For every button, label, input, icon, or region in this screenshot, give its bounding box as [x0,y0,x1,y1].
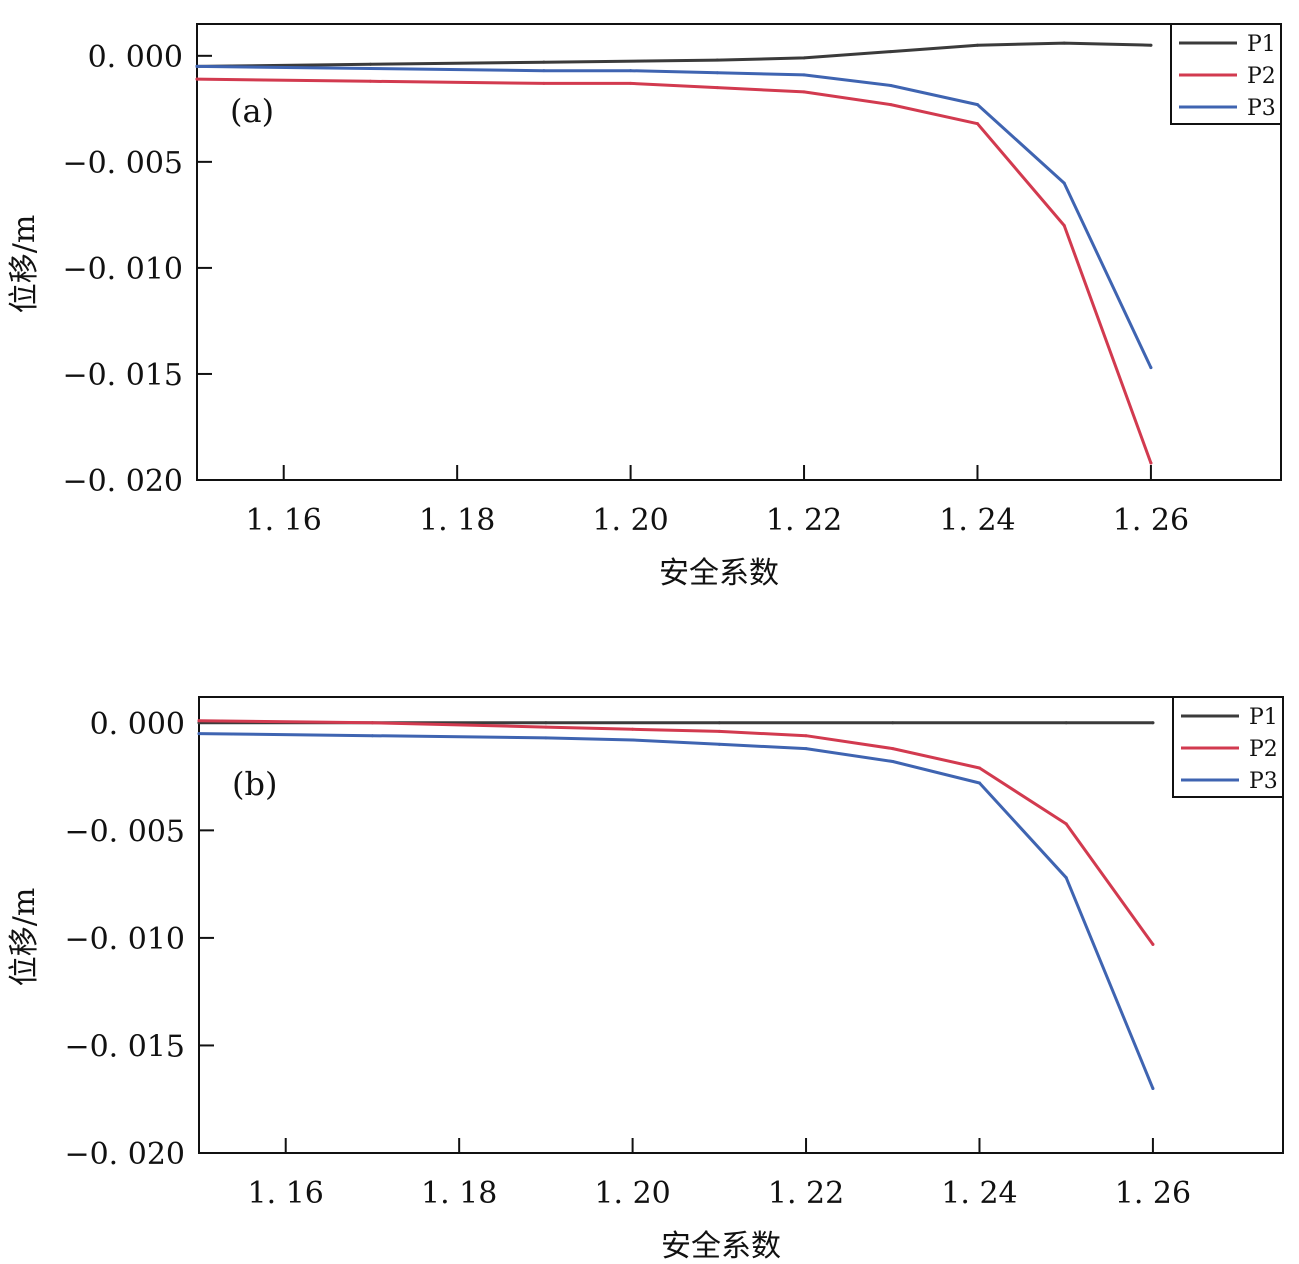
data-point-p3 [629,69,633,73]
data-point-p2 [195,77,199,81]
y-tick-label: −0. 010 [64,922,185,957]
data-point-p3 [544,736,548,740]
plot-frame [196,23,1282,481]
data-point-p3 [631,738,635,742]
x-tick-label: 1. 16 [246,503,322,538]
legend-label-p1: P1 [1247,32,1276,57]
data-point-p3 [542,69,546,73]
data-point-p2 [804,734,808,738]
data-point-p3 [804,747,808,751]
legend-label-p2: P2 [1249,737,1278,762]
data-point-p2 [1151,942,1155,946]
data-point-p1 [1149,43,1153,47]
data-point-p2 [717,729,721,733]
x-tick-label: 1. 16 [248,1176,324,1211]
data-point-p2 [368,79,372,83]
x-tick-label: 1. 26 [1115,1176,1191,1211]
x-tick-label: 1. 18 [419,503,495,538]
chart-panel-a: 1. 16 1. 18 1. 20 1. 22 1. 24 1. 26 0. 000 −0. … [7,23,1282,591]
chart-panel-b: 1. 16 1. 18 1. 20 1. 22 1. 24 1. 26 0. 000 −0. … [7,696,1284,1264]
data-point-p2 [542,81,546,85]
series-line-p2 [197,719,1155,946]
data-point-p2 [802,90,806,94]
data-point-p1 [889,50,893,54]
y-tick-label: −0. 015 [62,358,183,393]
data-point-p3 [889,84,893,88]
x-tick-label: 1. 18 [421,1176,497,1211]
data-point-p2 [197,719,201,723]
y-axis-title: 位移/m [7,888,42,987]
data-point-p1 [715,58,719,62]
x-tick-label: 1. 26 [1113,503,1189,538]
data-point-p1 [717,721,721,725]
data-point-p3 [975,103,979,107]
legend-label-p3: P3 [1247,96,1276,121]
series-line-p2 [195,77,1153,465]
data-point-p3 [717,742,721,746]
data-point-p1 [1064,721,1068,725]
plot-frame [198,696,1284,1154]
data-point-p3 [1151,1086,1155,1090]
data-point-p2 [975,122,979,126]
data-point-p2 [629,81,633,85]
data-point-p2 [891,747,895,751]
data-point-p2 [715,86,719,90]
series-line-p3 [197,732,1155,1090]
data-point-p2 [631,727,635,731]
data-point-p1 [975,43,979,47]
data-point-p3 [1062,181,1066,185]
data-point-p1 [368,62,372,66]
x-tick-label: 1. 22 [766,503,842,538]
x-axis-title: 安全系数 [661,1229,781,1260]
data-point-p1 [542,60,546,64]
y-tick-label: −0. 015 [64,1029,185,1064]
data-point-p1 [1151,721,1155,725]
y-tick-label: −0. 020 [62,464,183,499]
y-tick-label: 0. 000 [90,707,185,742]
data-point-p3 [1064,876,1068,880]
data-point-p3 [195,64,199,68]
x-tick-label: 1. 24 [939,503,1015,538]
x-tick-label: 1. 20 [592,503,668,538]
panel-label: (b) [232,765,277,803]
y-axis-title: 位移/m [7,215,42,314]
series-line-p3 [195,64,1153,370]
data-point-p3 [368,67,372,71]
y-tick-label: −0. 020 [64,1137,185,1172]
data-point-p2 [889,103,893,107]
x-tick-label: 1. 20 [594,1176,670,1211]
y-tick-label: 0. 000 [88,40,183,75]
y-tick-label: −0. 005 [62,146,183,181]
data-point-p3 [891,760,895,764]
data-point-p3 [977,781,981,785]
x-tick-label: 1. 22 [768,1176,844,1211]
y-tick-label: −0. 010 [62,252,183,287]
data-point-p3 [802,73,806,77]
legend-label-p3: P3 [1249,769,1278,794]
data-point-p2 [370,721,374,725]
panel-label: (a) [230,92,274,130]
data-point-p3 [370,734,374,738]
data-point-p1 [544,721,548,725]
data-point-p2 [1062,223,1066,227]
data-point-p3 [197,732,201,736]
x-tick-label: 1. 24 [941,1176,1017,1211]
data-point-p2 [1064,822,1068,826]
data-point-p1 [802,56,806,60]
y-tick-label: −0. 005 [64,814,185,849]
data-point-p2 [1149,461,1153,465]
series-line-p1 [195,41,1153,68]
data-point-p1 [891,721,895,725]
legend-label-p1: P1 [1249,705,1278,730]
data-point-p3 [715,71,719,75]
legend-label-p2: P2 [1247,64,1276,89]
data-point-p3 [1149,366,1153,370]
data-point-p2 [977,766,981,770]
data-point-p2 [544,725,548,729]
x-axis-title: 安全系数 [659,556,779,591]
data-point-p1 [1062,41,1066,45]
